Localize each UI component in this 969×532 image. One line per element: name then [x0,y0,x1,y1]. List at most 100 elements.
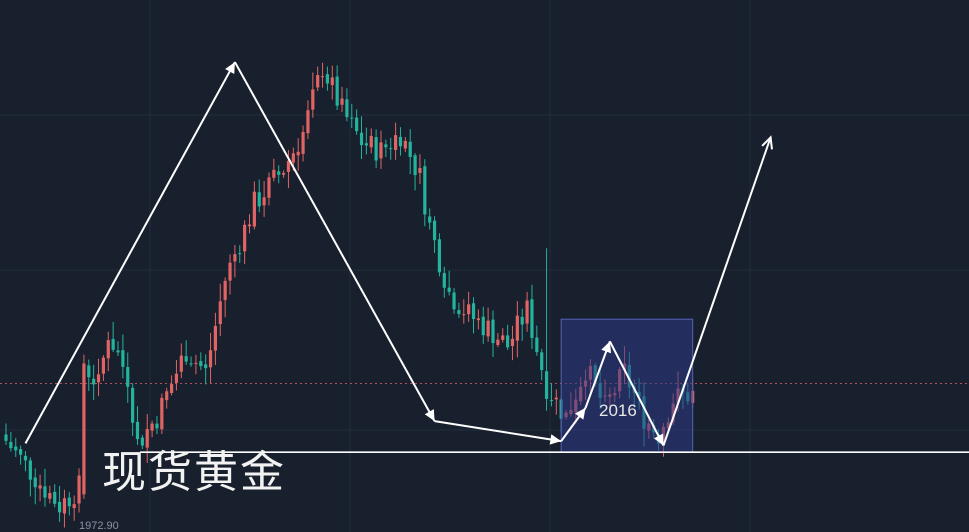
candle-body [359,132,364,146]
candle-body [272,169,276,178]
candle [135,406,140,445]
candle [145,413,149,463]
candle-body [355,117,359,132]
arrow-shaft [234,61,436,422]
candle-body [316,75,320,88]
arrow-shaft [662,137,772,446]
candle-body [403,140,407,149]
candle-body [28,460,32,480]
candle [267,172,271,206]
candle [296,138,300,171]
candle [57,485,62,522]
arrow-head [574,407,586,420]
candle [140,434,144,449]
candle [491,310,495,358]
candle [452,288,456,314]
candle [350,103,354,129]
candle [116,341,120,356]
candle [442,266,446,298]
candle [462,299,466,324]
candle [471,297,476,334]
candle [272,158,276,182]
candle [33,468,37,505]
candle [189,356,193,367]
candle-body [471,303,476,320]
candle [43,468,47,507]
candle-body [496,339,500,345]
candle [257,179,261,213]
pattern-arrow [24,61,236,444]
candle [476,309,480,330]
arrow-shaft [584,341,611,409]
candle-body [213,325,218,351]
candle [199,352,203,371]
candle-body [160,397,164,430]
candle-body [525,300,529,324]
candle-body [506,335,510,348]
candle-body [48,493,52,499]
candle-body [194,362,198,364]
candle [510,325,515,361]
pattern-arrow [608,340,665,447]
candle [213,312,218,366]
candle-body [204,364,208,369]
candle [179,343,183,379]
candle [501,328,505,343]
candle-body [150,423,154,431]
candle-body [301,132,305,154]
candle-body [418,168,422,173]
candle-body [101,357,105,374]
pattern-arrow [434,420,562,445]
candle [169,375,174,396]
candle-body [106,340,110,359]
candle [160,393,164,435]
candle [247,214,252,234]
candle [208,333,213,384]
candle-body [189,363,193,365]
candle [286,149,291,189]
candle [9,431,13,452]
candle-body [325,74,330,84]
candle-body [306,110,310,134]
candle-body [320,76,325,78]
candle [19,445,23,465]
candle [121,334,125,379]
candle [530,284,534,350]
candle [423,159,427,227]
arrow-shaft [608,340,665,447]
candle [228,254,232,295]
candle [238,245,242,264]
candle [252,181,256,230]
candle-body [350,117,354,119]
candle-body [510,338,515,347]
candle [174,360,179,391]
candle-body [369,135,373,148]
candle [87,359,91,391]
candle [233,245,237,278]
candle [408,129,412,175]
candle-body [428,216,432,223]
candle [389,137,393,160]
low-price-label: 1972.90 [79,520,119,532]
candle-body [413,155,417,176]
candle [301,125,305,162]
candle-body [38,485,42,489]
candle-body [184,356,188,362]
candle-body [389,148,393,150]
candle-body [43,486,47,498]
candle-body [126,367,130,387]
candle [72,495,76,521]
candle-body [72,504,76,509]
candle [413,153,417,191]
candle [325,66,330,91]
candle [369,128,373,154]
candle-body [447,287,451,292]
arrow-head [549,434,562,445]
candle [194,354,198,375]
candle-body [53,491,57,504]
candle [277,165,281,184]
candle-body [23,455,28,461]
arrow-head [653,433,664,446]
candle [403,137,407,153]
candle [359,116,364,160]
